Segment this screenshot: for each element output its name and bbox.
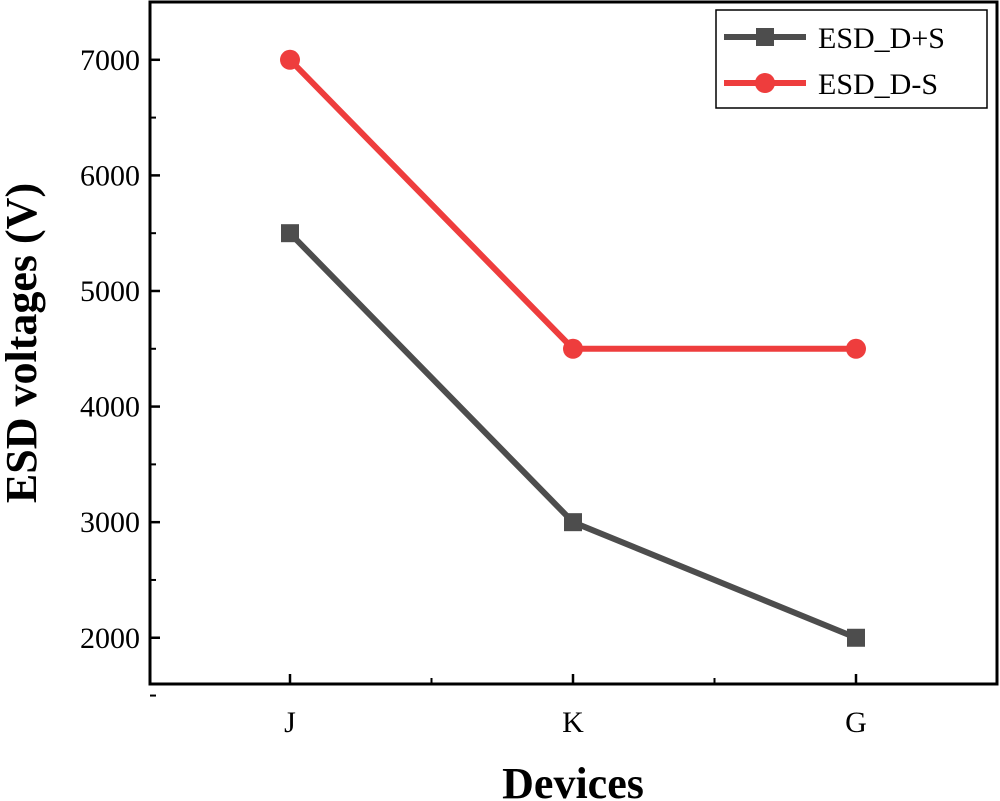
x-tick-label: J [284, 706, 296, 739]
y-tick-label: 4000 [80, 391, 140, 424]
legend-label: ESD_D-S [818, 68, 938, 101]
legend-label: ESD_D+S [818, 22, 945, 55]
x-tick-label: G [845, 706, 867, 739]
ticks: 2000 3000 4000 5000 6000 7000 J K G [80, 44, 867, 739]
data-point-square [847, 628, 865, 647]
data-point-circle [846, 338, 866, 359]
legend-marker-square [756, 28, 774, 46]
y-tick-label: 3000 [80, 506, 140, 539]
data-point-square [281, 224, 299, 243]
series-layer [280, 49, 866, 647]
data-point-circle [280, 49, 300, 70]
legend-marker-circle [755, 73, 775, 93]
series-line [287, 231, 858, 641]
x-tick-label: K [562, 706, 584, 739]
data-point-circle [563, 338, 583, 359]
y-tick-label: 2000 [80, 622, 140, 655]
data-point-square [564, 513, 582, 532]
y-tick-label: 7000 [80, 44, 140, 77]
y-tick-label: 5000 [80, 275, 140, 308]
y-tick-label: 6000 [80, 159, 140, 192]
y-axis-title: ESD voltages (V) [0, 183, 46, 503]
x-axis-title: Devices [502, 759, 644, 801]
legend: ESD_D+S ESD_D-S [715, 9, 988, 109]
